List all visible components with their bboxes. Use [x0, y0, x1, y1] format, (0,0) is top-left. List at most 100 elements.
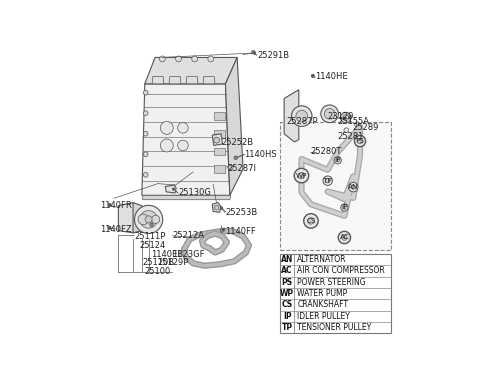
- Text: 25111P: 25111P: [134, 232, 165, 242]
- Circle shape: [343, 115, 348, 120]
- Text: IDLER PULLEY: IDLER PULLEY: [297, 312, 350, 321]
- Circle shape: [351, 185, 356, 189]
- Polygon shape: [203, 77, 215, 84]
- Text: POWER STEERING: POWER STEERING: [297, 278, 366, 287]
- Text: TENSIONER PULLEY: TENSIONER PULLEY: [297, 323, 372, 332]
- Text: 1140EB: 1140EB: [151, 250, 183, 259]
- Text: CS: CS: [281, 301, 293, 309]
- Circle shape: [294, 168, 309, 183]
- Bar: [214, 165, 226, 173]
- Circle shape: [144, 90, 148, 95]
- Circle shape: [344, 128, 348, 133]
- Circle shape: [214, 137, 219, 143]
- Polygon shape: [152, 77, 164, 84]
- Circle shape: [334, 157, 341, 164]
- Text: CS: CS: [306, 218, 316, 224]
- Circle shape: [214, 205, 219, 210]
- Text: AC: AC: [339, 234, 349, 240]
- Text: AIR CON COMPRESSOR: AIR CON COMPRESSOR: [297, 266, 385, 275]
- Circle shape: [160, 139, 173, 152]
- Polygon shape: [226, 58, 243, 195]
- Text: 25252B: 25252B: [221, 138, 253, 147]
- Circle shape: [348, 182, 358, 192]
- Circle shape: [340, 112, 351, 123]
- Polygon shape: [284, 90, 299, 142]
- Text: 25129P: 25129P: [157, 258, 189, 267]
- Polygon shape: [186, 77, 198, 84]
- Circle shape: [342, 235, 347, 240]
- Polygon shape: [143, 195, 231, 200]
- Circle shape: [296, 110, 308, 122]
- Circle shape: [336, 158, 339, 162]
- Circle shape: [308, 218, 314, 224]
- Text: IP: IP: [335, 157, 341, 163]
- Text: 25287P: 25287P: [286, 117, 318, 126]
- Text: 23129: 23129: [327, 112, 354, 121]
- Circle shape: [144, 173, 148, 177]
- Text: 1140HS: 1140HS: [244, 150, 277, 159]
- Circle shape: [324, 109, 335, 119]
- Circle shape: [145, 216, 152, 223]
- Circle shape: [323, 176, 333, 186]
- Circle shape: [354, 136, 366, 147]
- Text: 25253B: 25253B: [226, 208, 258, 217]
- Circle shape: [178, 140, 188, 151]
- Circle shape: [138, 214, 149, 225]
- Polygon shape: [119, 203, 142, 233]
- Text: 25130G: 25130G: [179, 189, 211, 197]
- Bar: [214, 112, 226, 120]
- Text: 1140FF: 1140FF: [226, 227, 256, 235]
- Circle shape: [192, 56, 198, 62]
- Text: 25291B: 25291B: [257, 51, 289, 59]
- Text: PS: PS: [281, 278, 293, 287]
- Bar: [280, 254, 391, 333]
- Text: WP: WP: [296, 173, 307, 179]
- Circle shape: [325, 179, 330, 183]
- Text: 25124: 25124: [140, 241, 166, 250]
- Polygon shape: [142, 84, 230, 195]
- Circle shape: [358, 139, 362, 144]
- Circle shape: [291, 106, 312, 126]
- Text: 25110B: 25110B: [143, 258, 175, 267]
- Circle shape: [228, 165, 233, 170]
- Circle shape: [150, 223, 153, 226]
- Circle shape: [144, 131, 148, 136]
- Circle shape: [160, 122, 173, 134]
- FancyBboxPatch shape: [280, 122, 391, 250]
- Polygon shape: [145, 58, 237, 84]
- Text: 1140HE: 1140HE: [315, 72, 348, 81]
- Circle shape: [144, 152, 148, 157]
- Circle shape: [343, 206, 346, 209]
- Text: 25287I: 25287I: [227, 164, 256, 173]
- Text: AC: AC: [281, 266, 293, 275]
- Text: AN: AN: [348, 184, 359, 190]
- Polygon shape: [212, 203, 221, 212]
- Text: 25100: 25100: [145, 267, 171, 276]
- Text: ALTERNATOR: ALTERNATOR: [297, 255, 347, 264]
- Text: 1140FR: 1140FR: [100, 201, 132, 210]
- Text: 25155A: 25155A: [337, 117, 370, 126]
- Circle shape: [220, 229, 224, 232]
- Text: WATER PUMP: WATER PUMP: [297, 289, 348, 298]
- Circle shape: [298, 172, 305, 179]
- Text: 1123GF: 1123GF: [172, 250, 204, 259]
- Polygon shape: [133, 203, 142, 233]
- Text: 25280T: 25280T: [311, 147, 342, 157]
- Text: WP: WP: [280, 289, 294, 298]
- Text: TP: TP: [281, 323, 293, 332]
- Circle shape: [341, 204, 348, 211]
- Circle shape: [304, 214, 318, 228]
- Circle shape: [108, 226, 111, 229]
- Circle shape: [108, 203, 111, 206]
- Text: IP: IP: [341, 205, 348, 210]
- Circle shape: [134, 205, 163, 234]
- Text: 1140FZ: 1140FZ: [100, 224, 132, 234]
- Circle shape: [176, 56, 181, 62]
- Text: 25281: 25281: [337, 131, 364, 141]
- Circle shape: [144, 111, 148, 115]
- Circle shape: [355, 122, 359, 127]
- Bar: [214, 130, 226, 138]
- Text: AN: AN: [281, 255, 293, 264]
- Circle shape: [178, 123, 188, 133]
- Text: IP: IP: [283, 312, 291, 321]
